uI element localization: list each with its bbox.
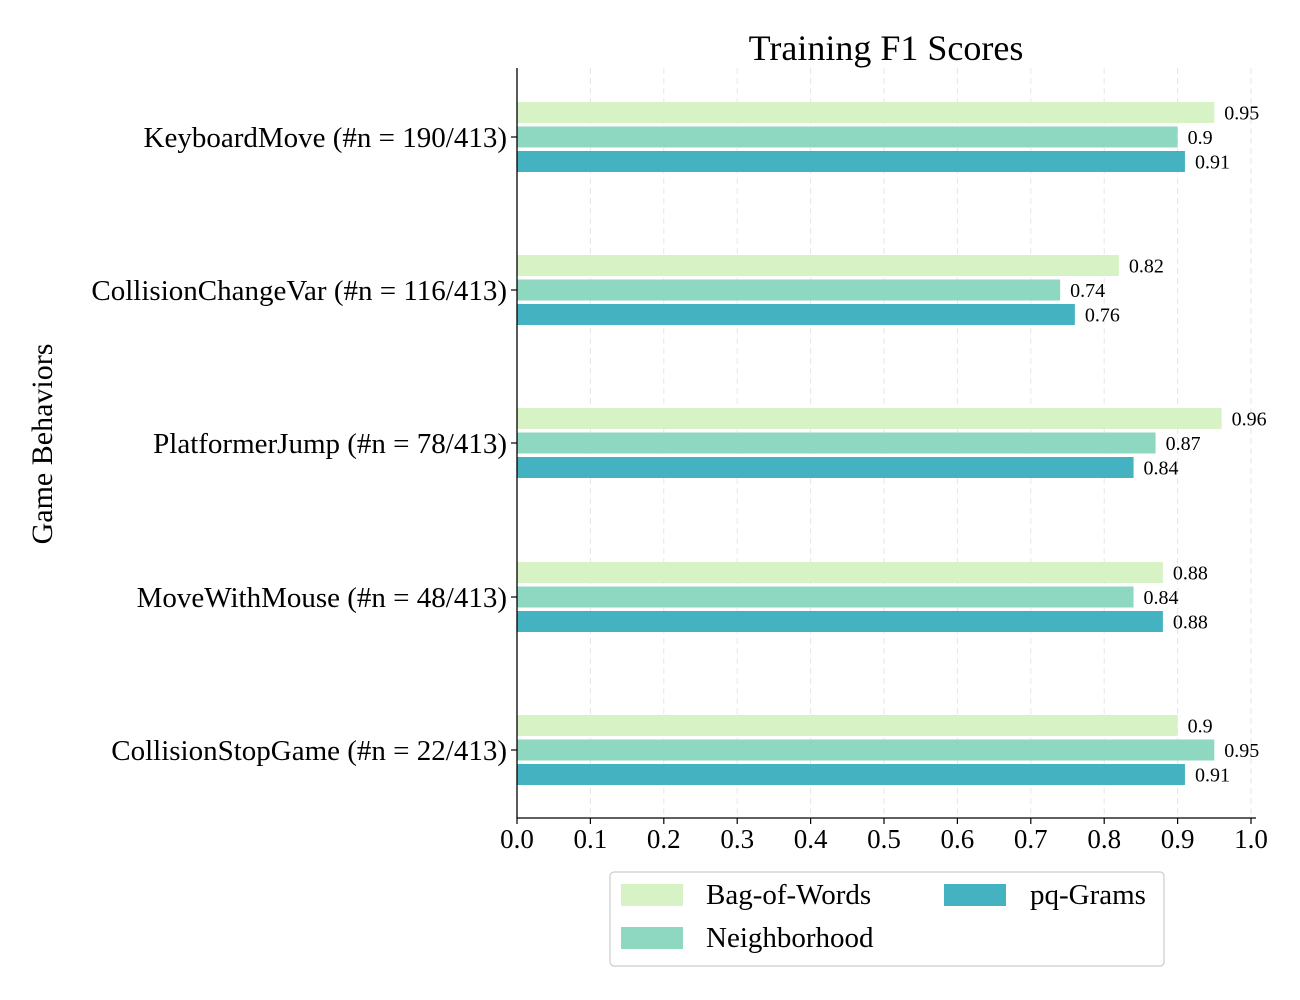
data-label: 0.95 [1224, 103, 1259, 125]
legend-label: Bag-of-Words [706, 879, 871, 911]
bar [517, 279, 1061, 301]
data-label: 0.82 [1129, 256, 1164, 278]
bar [517, 764, 1185, 785]
y-axis-label: Game Behaviors [26, 344, 59, 545]
data-label: 0.88 [1173, 563, 1208, 585]
x-tick-label: 0.2 [647, 824, 681, 854]
x-tick-label: 0.9 [1161, 824, 1195, 854]
legend-swatch [944, 884, 1006, 906]
bar [517, 304, 1075, 325]
data-label: 0.9 [1188, 716, 1213, 738]
axes: KeyboardMove (#n = 190/413) CollisionChan… [91, 68, 1268, 854]
legend-label: pq-Grams [1030, 879, 1146, 911]
data-label: 0.87 [1166, 433, 1201, 455]
data-label: 0.91 [1195, 765, 1230, 787]
x-tick-label: 0.4 [794, 824, 828, 854]
legend: Bag-of-Words Neighborhood pq-Grams [609, 871, 1165, 967]
category-label: CollisionStopGame (#n = 22/413) [111, 735, 507, 767]
chart-title: Training F1 Scores [749, 28, 1024, 68]
data-label: 0.88 [1173, 612, 1208, 634]
bar [517, 408, 1222, 429]
data-label: 0.76 [1085, 305, 1120, 327]
x-tick-label: 0.7 [1014, 824, 1048, 854]
bar [517, 611, 1163, 632]
x-tick-label: 0.6 [941, 824, 975, 854]
bar [517, 562, 1163, 583]
bar [517, 715, 1178, 736]
category-label: PlatformerJump (#n = 78/413) [153, 428, 507, 460]
data-label: 0.96 [1232, 409, 1267, 431]
data-label: 0.74 [1070, 280, 1105, 302]
bar [517, 739, 1215, 761]
bar [517, 126, 1178, 148]
legend-label: Neighborhood [706, 922, 874, 954]
bar [517, 457, 1134, 478]
data-label: 0.9 [1188, 127, 1213, 149]
x-tick-label: 0.5 [867, 824, 901, 854]
data-label: 0.95 [1224, 740, 1259, 762]
data-label: 0.91 [1195, 152, 1230, 174]
category-label: MoveWithMouse (#n = 48/413) [137, 582, 507, 614]
x-tick-label: 0.3 [720, 824, 754, 854]
bar [517, 586, 1134, 608]
data-label: 0.84 [1144, 458, 1179, 480]
legend-swatch [621, 884, 683, 906]
category-label: CollisionChangeVar (#n = 116/413) [91, 275, 507, 307]
x-tick-label: 0.0 [500, 824, 534, 854]
bar [517, 102, 1215, 123]
legend-swatch [621, 927, 683, 949]
data-label: 0.84 [1144, 587, 1179, 609]
x-tick-label: 0.8 [1087, 824, 1121, 854]
legend-box [609, 871, 1165, 967]
bar [517, 255, 1119, 276]
bar [517, 432, 1156, 454]
bar [517, 151, 1185, 172]
category-label: KeyboardMove (#n = 190/413) [144, 122, 507, 154]
bars: 0.950.90.910.820.740.760.960.870.840.880… [517, 102, 1267, 787]
x-tick-label: 0.1 [574, 824, 608, 854]
x-tick-label: 1.0 [1234, 824, 1268, 854]
